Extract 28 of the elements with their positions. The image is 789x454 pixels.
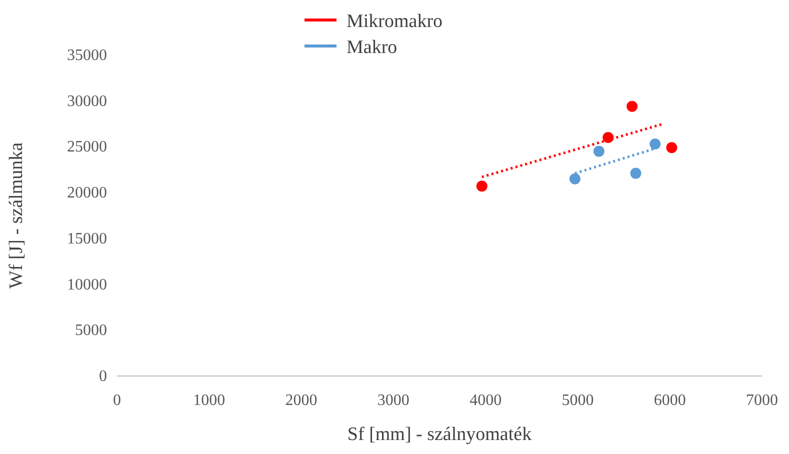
x-tick-label: 6000 — [654, 392, 686, 409]
x-tick-label: 3000 — [377, 392, 410, 409]
y-tick-label: 20000 — [67, 184, 107, 202]
x-tick-label: 5000 — [562, 392, 594, 409]
point — [476, 180, 488, 192]
y-tick-label: 35000 — [67, 47, 107, 64]
y-tick-label: 30000 — [67, 92, 107, 110]
x-tick-label: 0 — [113, 392, 121, 409]
point — [630, 168, 642, 179]
x-tick-label: 2000 — [285, 392, 318, 409]
x-tick-label: 1000 — [193, 392, 226, 409]
point — [593, 146, 604, 157]
point — [602, 132, 614, 144]
y-tick-label: 15000 — [67, 230, 107, 248]
y-tick-label: 0 — [99, 368, 107, 385]
x-tick-label: 4000 — [470, 392, 502, 409]
x-tick-label: 7000 — [746, 392, 778, 409]
legend-label: Mikromakro — [346, 11, 443, 32]
y-tick-label: 5000 — [75, 322, 107, 340]
y-tick-label: 10000 — [67, 276, 107, 294]
point — [650, 138, 661, 150]
legend-label: Makro — [346, 37, 398, 58]
y-axis-title: Wf [J] - szálmunka — [6, 142, 27, 289]
y-tick-label: 25000 — [67, 138, 107, 156]
x-axis-title: Sf [mm] - szálnyomaték — [347, 424, 532, 445]
point — [666, 142, 678, 154]
point — [569, 173, 580, 184]
point — [626, 100, 638, 112]
